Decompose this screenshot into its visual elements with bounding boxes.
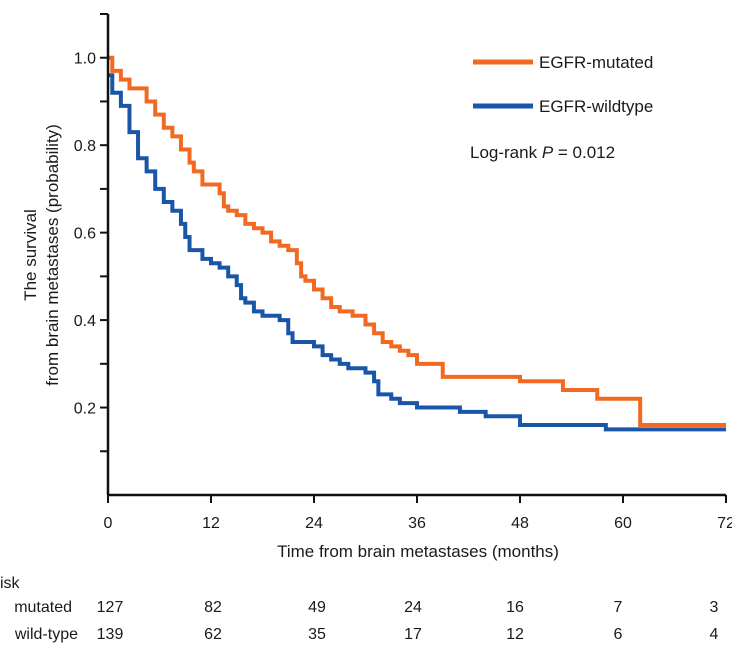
x-tick-label: 12 <box>202 515 220 532</box>
legend: EGFR-mutated EGFR-wildtype <box>473 53 653 116</box>
logrank-annotation: Log-rank P = 0.012 <box>470 143 615 162</box>
x-tick-label: 48 <box>511 515 529 532</box>
risk-value: 49 <box>308 599 326 616</box>
y-tick-label: 1.0 <box>74 51 96 68</box>
x-tick-label: 72 <box>717 515 732 532</box>
y-axis-title-line1: The survival <box>21 209 40 301</box>
risk-value: 3 <box>710 599 719 616</box>
risk-table-header: isk <box>0 575 21 592</box>
risk-value: 16 <box>506 599 524 616</box>
logrank-p: P <box>542 143 554 162</box>
series-line-mutated <box>108 55 726 428</box>
series-line-wildtype <box>108 73 726 432</box>
risk-value: 139 <box>97 626 124 643</box>
legend-label-mutated: EGFR-mutated <box>539 53 653 72</box>
risk-value: 24 <box>404 599 422 616</box>
risk-value: 12 <box>506 626 524 643</box>
x-tick-label: 36 <box>408 515 426 532</box>
risk-value: 6 <box>614 626 623 643</box>
logrank-prefix: Log-rank <box>470 143 542 162</box>
x-tick-label: 0 <box>104 515 113 532</box>
y-tick-label: 0.8 <box>74 138 96 155</box>
risk-values: 127 82 49 24 16 7 3 139 62 35 17 12 6 4 <box>97 599 719 643</box>
risk-value: 62 <box>204 626 222 643</box>
y-axis-title: The survival from brain metastases (prob… <box>21 124 62 386</box>
risk-value: 7 <box>614 599 623 616</box>
axis-ticks: 0 12 24 36 48 60 72 0.2 0.4 0.6 0.8 1.0 <box>74 13 732 532</box>
x-axis-title: Time from brain metastases (months) <box>277 542 559 561</box>
y-tick-label: 0.6 <box>74 226 96 243</box>
risk-value: 4 <box>710 626 719 643</box>
legend-label-wildtype: EGFR-wildtype <box>539 97 653 116</box>
risk-value: 17 <box>404 626 422 643</box>
risk-table: isk mutated wild-type 127 82 49 24 16 7 3 139 62… <box>0 575 719 643</box>
risk-value: 127 <box>97 599 124 616</box>
logrank-value: = 0.012 <box>553 143 615 162</box>
risk-value: 35 <box>308 626 326 643</box>
y-tick-label: 0.2 <box>74 401 96 418</box>
risk-row-label-wildtype: wild-type <box>14 626 78 643</box>
x-tick-label: 24 <box>305 515 323 532</box>
y-axis-title-line2: from brain metastases (probability) <box>43 124 62 386</box>
survival-curves <box>108 55 726 432</box>
risk-value: 82 <box>204 599 222 616</box>
y-tick-label: 0.4 <box>74 313 96 330</box>
x-tick-label: 60 <box>614 515 632 532</box>
risk-row-label-mutated: mutated <box>14 599 72 616</box>
